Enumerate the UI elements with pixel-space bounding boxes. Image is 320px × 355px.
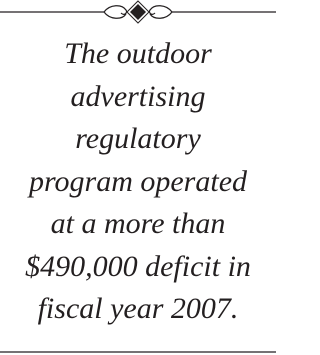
quote-line: program operated xyxy=(0,161,276,204)
quote-line: regulatory xyxy=(0,118,276,161)
quote-line: advertising xyxy=(0,76,276,119)
quote-line: The outdoor xyxy=(0,33,276,76)
quote-line: fiscal year 2007. xyxy=(0,288,276,331)
quote-line: at a more than xyxy=(0,203,276,246)
top-ornament xyxy=(0,0,276,24)
bottom-rule xyxy=(0,350,276,354)
quote-line: $490,000 deficit in xyxy=(0,246,276,289)
